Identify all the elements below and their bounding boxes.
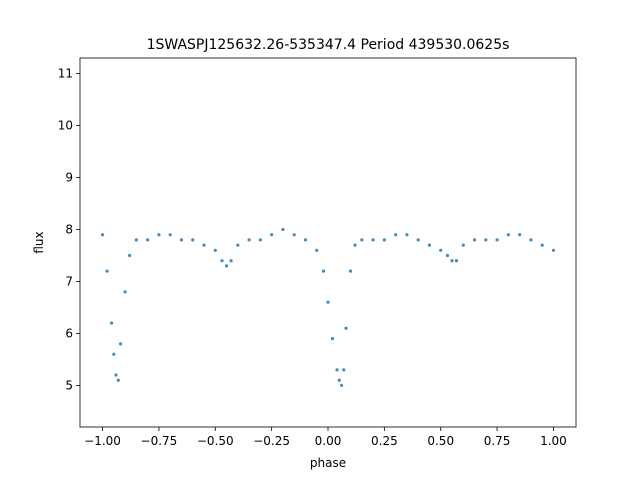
- data-point: [168, 233, 172, 237]
- data-point: [484, 238, 488, 242]
- data-point: [450, 259, 454, 263]
- data-point: [236, 243, 240, 247]
- data-point: [518, 233, 522, 237]
- x-tick-label: 0.00: [315, 434, 342, 448]
- x-tick-label: 0.75: [484, 434, 511, 448]
- data-point: [202, 243, 206, 247]
- x-tick-label: 0.25: [371, 434, 398, 448]
- x-axis-label: phase: [310, 456, 346, 470]
- data-point: [114, 373, 118, 377]
- y-tick-label: 10: [58, 119, 73, 133]
- x-tick-label: −0.75: [141, 434, 178, 448]
- data-point: [339, 383, 344, 388]
- y-tick-label: 7: [65, 274, 73, 288]
- y-axis: 5 6 7 8 9 10 11: [58, 67, 80, 392]
- data-point: [112, 352, 116, 356]
- x-tick-label: −0.50: [197, 434, 234, 448]
- y-tick-label: 5: [65, 378, 73, 392]
- data-point: [118, 342, 123, 346]
- data-point: [100, 233, 105, 237]
- data-point: [303, 238, 308, 242]
- data-point: [344, 326, 348, 330]
- data-point: [427, 243, 432, 247]
- data-point: [394, 233, 398, 237]
- data-point: [105, 269, 109, 273]
- data-point: [330, 337, 335, 341]
- data-point: [213, 248, 217, 252]
- data-point: [229, 259, 233, 263]
- data-point: [146, 238, 150, 242]
- data-point: [461, 243, 465, 247]
- data-point: [109, 321, 114, 325]
- data-point: [220, 259, 224, 263]
- data-point: [472, 238, 477, 242]
- y-axis-label: flux: [32, 231, 46, 253]
- y-tick-label: 8: [65, 223, 73, 237]
- data-point: [382, 238, 386, 242]
- data-point: [157, 233, 161, 237]
- data-point: [405, 233, 409, 237]
- data-points-layer: [100, 227, 556, 388]
- data-point: [335, 368, 339, 372]
- data-point: [337, 378, 341, 382]
- x-tick-label: 0.50: [427, 434, 454, 448]
- data-point: [321, 269, 326, 273]
- x-axis: −1.00 −0.75 −0.50 −0.25 0.00 0.25 0.50 0.75 1.00: [84, 427, 567, 448]
- data-point: [439, 248, 443, 252]
- data-point: [326, 300, 330, 304]
- data-point: [348, 269, 353, 273]
- data-point: [134, 238, 138, 242]
- y-tick-label: 11: [58, 67, 73, 81]
- chart-title: 1SWASPJ125632.26-535347.4 Period 439530.…: [147, 37, 510, 53]
- data-point: [270, 233, 274, 237]
- data-point: [416, 238, 420, 242]
- data-point: [495, 238, 499, 242]
- data-point: [281, 227, 285, 232]
- data-point: [529, 238, 533, 242]
- data-point: [353, 243, 357, 247]
- data-point: [128, 253, 132, 258]
- data-point: [224, 264, 229, 268]
- data-point: [551, 248, 556, 252]
- data-point: [445, 253, 450, 258]
- data-point: [247, 238, 251, 242]
- data-point: [315, 248, 319, 252]
- data-point: [371, 238, 375, 242]
- x-tick-label: 1.00: [540, 434, 567, 448]
- y-tick-label: 9: [65, 171, 73, 185]
- x-tick-label: −0.25: [253, 434, 290, 448]
- y-tick-label: 6: [65, 326, 73, 340]
- data-point: [506, 233, 510, 237]
- data-point: [540, 243, 544, 247]
- data-point: [179, 238, 184, 242]
- data-point: [123, 290, 127, 294]
- data-point: [454, 259, 459, 263]
- data-point: [360, 238, 364, 242]
- data-point: [292, 233, 296, 237]
- x-tick-label: −1.00: [84, 434, 121, 448]
- data-point: [342, 368, 346, 372]
- data-point: [116, 378, 120, 382]
- data-point: [258, 238, 262, 242]
- data-point: [191, 238, 195, 242]
